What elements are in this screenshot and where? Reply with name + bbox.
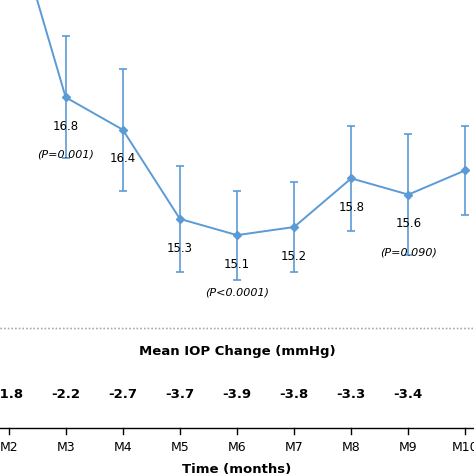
Text: M10: M10 <box>452 441 474 454</box>
Text: (P=0.001): (P=0.001) <box>37 150 94 160</box>
Text: (P=0.090): (P=0.090) <box>380 247 437 257</box>
Text: M6: M6 <box>228 441 246 454</box>
Text: -1.8: -1.8 <box>0 388 23 401</box>
Text: 16.4: 16.4 <box>109 153 136 165</box>
Text: -3.4: -3.4 <box>394 388 423 401</box>
Text: 15.8: 15.8 <box>338 201 364 214</box>
Text: Time (months): Time (months) <box>182 463 292 474</box>
Text: M4: M4 <box>113 441 132 454</box>
Text: 15.1: 15.1 <box>224 258 250 271</box>
Text: -3.9: -3.9 <box>222 388 252 401</box>
Text: Mean IOP Change (mmHg): Mean IOP Change (mmHg) <box>139 345 335 358</box>
Text: 15.6: 15.6 <box>395 217 421 230</box>
Text: -3.7: -3.7 <box>165 388 194 401</box>
Text: 15.2: 15.2 <box>281 250 307 263</box>
Text: 16.8: 16.8 <box>53 120 79 133</box>
Text: -2.7: -2.7 <box>108 388 137 401</box>
Text: -3.3: -3.3 <box>337 388 366 401</box>
Text: M8: M8 <box>342 441 361 454</box>
Text: M5: M5 <box>171 441 189 454</box>
Text: M9: M9 <box>399 441 418 454</box>
Text: M7: M7 <box>285 441 303 454</box>
Text: M2: M2 <box>0 441 18 454</box>
Text: (P<0.0001): (P<0.0001) <box>205 288 269 298</box>
Text: -3.8: -3.8 <box>280 388 309 401</box>
Text: -2.2: -2.2 <box>51 388 80 401</box>
Text: M3: M3 <box>56 441 75 454</box>
Text: 15.3: 15.3 <box>167 242 193 255</box>
